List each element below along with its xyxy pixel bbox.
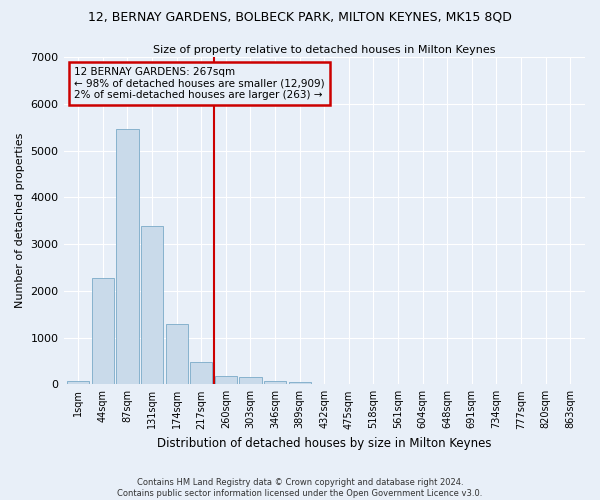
Text: 12 BERNAY GARDENS: 267sqm
← 98% of detached houses are smaller (12,909)
2% of se: 12 BERNAY GARDENS: 267sqm ← 98% of detac… [74, 67, 325, 100]
Bar [215, 376, 237, 384]
Y-axis label: Number of detached properties: Number of detached properties [15, 133, 25, 308]
Bar [190, 362, 212, 384]
Bar [116, 129, 139, 384]
Bar [92, 278, 114, 384]
Text: Contains HM Land Registry data © Crown copyright and database right 2024.
Contai: Contains HM Land Registry data © Crown c… [118, 478, 482, 498]
Bar [289, 382, 311, 384]
X-axis label: Distribution of detached houses by size in Milton Keynes: Distribution of detached houses by size … [157, 437, 491, 450]
Bar [141, 226, 163, 384]
Bar [67, 381, 89, 384]
Bar [239, 377, 262, 384]
Text: 12, BERNAY GARDENS, BOLBECK PARK, MILTON KEYNES, MK15 8QD: 12, BERNAY GARDENS, BOLBECK PARK, MILTON… [88, 10, 512, 23]
Title: Size of property relative to detached houses in Milton Keynes: Size of property relative to detached ho… [153, 45, 496, 55]
Bar [264, 380, 286, 384]
Bar [166, 324, 188, 384]
